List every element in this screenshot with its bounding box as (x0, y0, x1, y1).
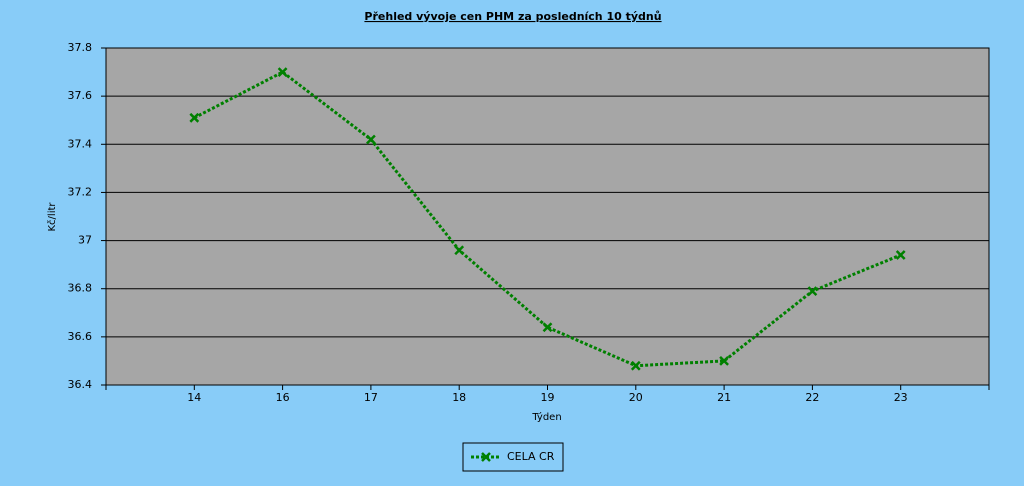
y-tick-label: 37.6 (68, 89, 93, 102)
point (630, 360, 641, 371)
chart-title: Přehled vývoje cen PHM za posledních 10 … (364, 10, 661, 23)
y-tick-label: 36.8 (68, 282, 93, 295)
x-tick-label: 19 (541, 391, 555, 404)
x-tick-label: 17 (364, 391, 378, 404)
legend-box (462, 442, 564, 472)
point (454, 245, 465, 256)
x-axis-label: Týden (531, 411, 561, 423)
point (719, 356, 729, 366)
point (189, 112, 200, 123)
x-tick-label: 22 (805, 391, 819, 404)
y-tick-label: 37.4 (68, 137, 93, 150)
x-tick-label: 20 (629, 391, 643, 404)
y-tick-label: 37.2 (68, 185, 93, 198)
point (895, 250, 906, 260)
point (807, 286, 818, 297)
x-tick-label: 23 (894, 391, 908, 404)
x-tick-label: 14 (187, 391, 201, 404)
y-tick-label: 37.8 (68, 41, 93, 54)
y-tick-label: 36.4 (68, 378, 93, 391)
point (277, 67, 288, 77)
line (193, 70, 902, 368)
y-tick-label: 37 (78, 234, 92, 247)
point (366, 134, 376, 145)
x-tick-label: 21 (717, 391, 731, 404)
legend-label: CELA CR (507, 450, 555, 463)
y-tick-label: 36.6 (68, 330, 93, 343)
point (542, 322, 553, 333)
y-axis-label: Kč/litr (46, 202, 58, 232)
x-tick-label: 16 (276, 391, 290, 404)
legend-marker (481, 452, 491, 462)
x-tick-label: 18 (452, 391, 466, 404)
plot-area (105, 47, 990, 386)
